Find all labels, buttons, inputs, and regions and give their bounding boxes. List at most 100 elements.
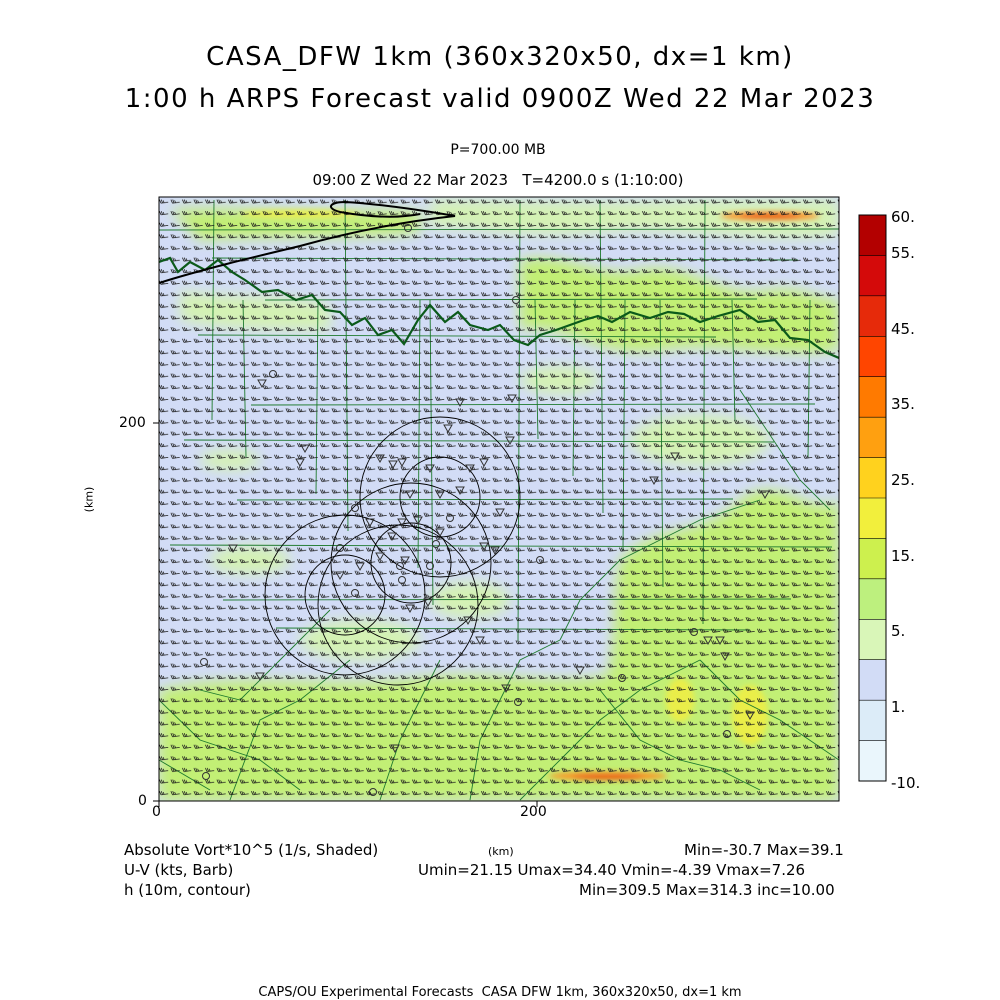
station-triangle xyxy=(505,436,515,446)
colorbar-swatch xyxy=(859,336,886,378)
colorbar-swatch xyxy=(859,619,886,661)
station-triangle xyxy=(703,636,713,646)
station-triangle xyxy=(388,460,398,470)
station-circle xyxy=(514,698,522,706)
station-circle xyxy=(426,562,434,570)
station-triangle xyxy=(495,508,505,518)
plot-frame xyxy=(158,196,840,802)
station-triangle xyxy=(365,518,375,528)
station-triangle xyxy=(465,464,475,474)
station-triangle xyxy=(397,458,407,468)
station-triangle xyxy=(405,490,415,500)
station-triangle xyxy=(455,486,465,496)
colorbar-swatch xyxy=(859,457,886,499)
colorbar-swatch xyxy=(859,417,886,459)
station-circle xyxy=(618,674,626,682)
station-circle xyxy=(200,658,208,666)
colorbar-swatch xyxy=(859,740,886,782)
station-circle xyxy=(404,224,412,232)
station-triangle xyxy=(760,490,770,500)
colorbar-swatch xyxy=(859,215,886,256)
wind-barbs xyxy=(159,197,839,801)
legend-barb-label: U-V (kts, Barb) xyxy=(124,861,234,879)
station-circle xyxy=(396,562,404,570)
colorbar-swatch xyxy=(859,376,886,418)
station-triangle xyxy=(435,490,445,500)
station-triangle xyxy=(507,394,517,404)
station-triangle xyxy=(720,652,730,662)
y-tick-200: 200 xyxy=(119,415,146,431)
station-triangle xyxy=(423,598,433,608)
state-boundary-river xyxy=(159,256,839,360)
y-axis-label: (km) xyxy=(82,486,96,513)
station-circle xyxy=(536,556,544,564)
colorbar-swatch xyxy=(859,295,886,337)
station-triangle xyxy=(745,711,755,721)
station-triangle xyxy=(228,544,238,554)
legend-shading-label: Absolute Vort*10^5 (1/s, Shaded) xyxy=(124,841,379,859)
station-circle xyxy=(690,628,698,636)
x-tick-200: 200 xyxy=(520,804,547,820)
x-axis-label: (km) xyxy=(488,845,514,858)
colorbar-label-5: 5. xyxy=(891,622,906,640)
station-triangle xyxy=(649,476,659,486)
x-tick-0: 0 xyxy=(152,804,161,820)
station-triangle xyxy=(375,454,385,464)
station-triangle xyxy=(413,516,423,526)
station-circle xyxy=(202,772,210,780)
station-triangle xyxy=(479,458,489,468)
title-line-1: CASA_DFW 1km (360x320x50, dx=1 km) xyxy=(206,42,794,72)
station-triangle xyxy=(257,379,267,389)
station-triangle xyxy=(335,571,345,581)
station-triangle xyxy=(463,616,473,626)
legend-shading-stats: Min=-30.7 Max=39.1 xyxy=(684,841,844,859)
station-triangle xyxy=(575,666,585,676)
colorbar-swatch xyxy=(859,255,886,297)
colorbar-swatch xyxy=(859,578,886,620)
valid-time: 09:00 Z Wed 22 Mar 2023 T=4200.0 s (1:10… xyxy=(312,171,684,189)
colorbar-swatch xyxy=(859,498,886,539)
station-circle xyxy=(369,788,377,796)
station-markers xyxy=(200,224,770,796)
legend-contour-stats: Min=309.5 Max=314.3 inc=10.00 xyxy=(579,881,835,899)
station-circle xyxy=(351,589,359,597)
station-circle xyxy=(432,540,440,548)
colorbar-swatch xyxy=(859,659,886,701)
station-triangle xyxy=(375,552,385,562)
station-circle xyxy=(269,370,277,378)
axis-ticks xyxy=(153,422,538,807)
colorbar xyxy=(858,214,887,782)
colorbar-label-minus10: -10. xyxy=(891,774,921,792)
station-triangle xyxy=(455,398,465,408)
station-circle xyxy=(512,296,520,304)
station-triangle xyxy=(670,452,680,462)
colorbar-label-45: 45. xyxy=(891,320,915,338)
station-triangle xyxy=(715,636,725,646)
station-triangle xyxy=(501,684,511,694)
pressure-level: P=700.00 MB xyxy=(450,142,546,158)
station-triangle xyxy=(443,424,453,434)
station-triangle xyxy=(405,604,415,614)
colorbar-label-1: 1. xyxy=(891,698,906,716)
colorbar-label-35: 35. xyxy=(891,395,915,413)
colorbar-swatch xyxy=(859,538,886,580)
legend-barb-stats: Umin=21.15 Umax=34.40 Vmin=-4.39 Vmax=7.… xyxy=(418,861,806,879)
station-triangle xyxy=(400,556,410,566)
colorbar-label-60: 60. xyxy=(891,208,915,226)
station-circle xyxy=(723,730,731,738)
station-circle xyxy=(398,576,406,584)
colorbar-label-25: 25. xyxy=(891,471,915,489)
legend-contour-label: h (10m, contour) xyxy=(124,881,251,899)
station-triangle xyxy=(295,458,305,468)
y-tick-0: 0 xyxy=(138,793,147,809)
map-content xyxy=(159,197,839,801)
station-triangle xyxy=(390,744,400,754)
station-triangle xyxy=(300,444,310,454)
station-triangle xyxy=(435,528,445,538)
station-triangle xyxy=(387,532,397,542)
station-circle xyxy=(336,544,344,552)
station-triangle xyxy=(479,542,489,552)
station-triangle xyxy=(255,672,265,682)
station-triangle xyxy=(425,464,435,474)
